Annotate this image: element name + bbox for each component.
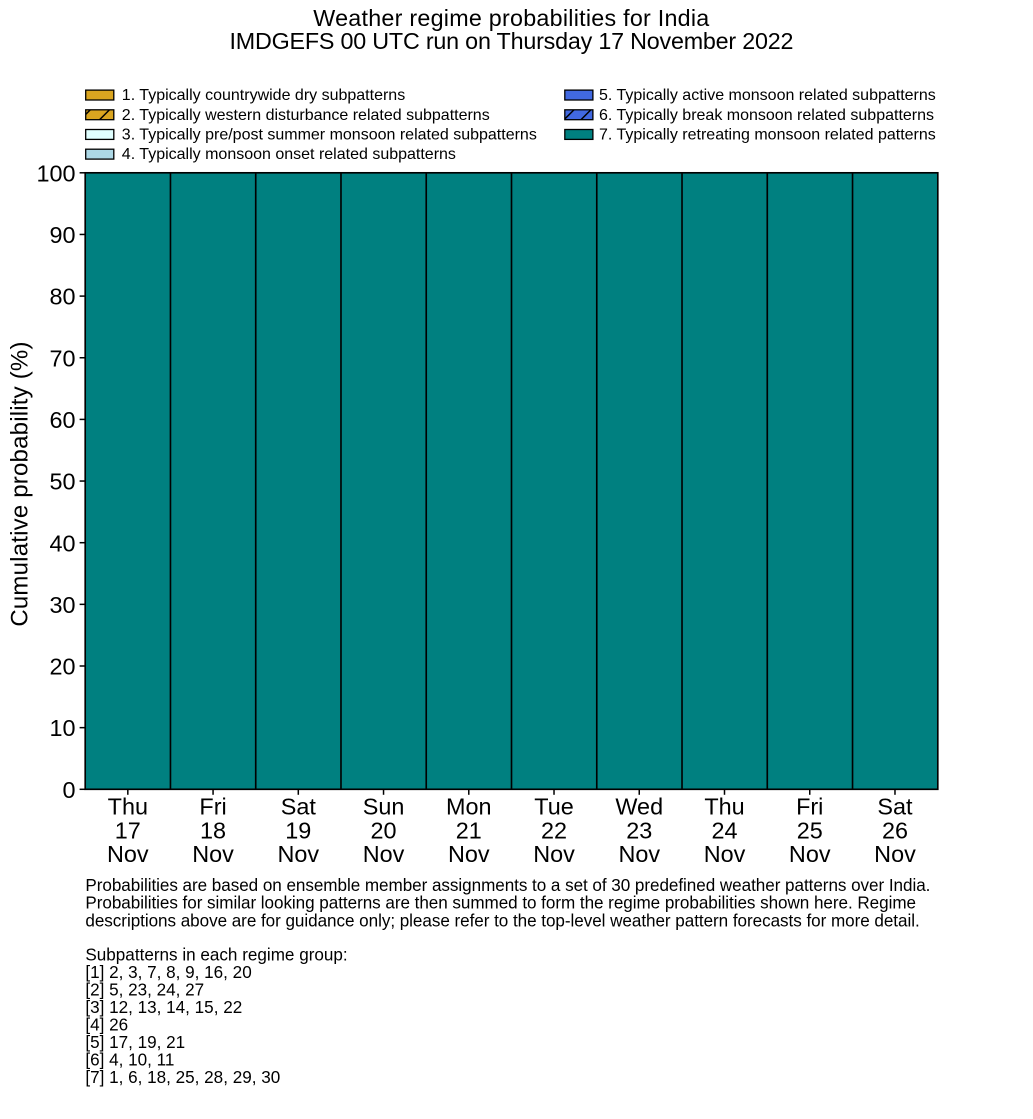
svg-text:5. Typically active monsoon re: 5. Typically active monsoon related subp… — [599, 87, 936, 104]
svg-text:Fri: Fri — [796, 794, 823, 820]
svg-text:20: 20 — [371, 817, 397, 843]
svg-text:22: 22 — [541, 817, 567, 843]
svg-text:Sat: Sat — [877, 794, 913, 820]
svg-text:1. Typically countrywide dry s: 1. Typically countrywide dry subpatterns — [122, 87, 405, 104]
svg-text:Tue: Tue — [534, 794, 573, 820]
svg-text:Nov: Nov — [192, 841, 234, 867]
svg-text:Thu: Thu — [704, 794, 744, 820]
svg-text:Cumulative probability (%): Cumulative probability (%) — [7, 341, 34, 626]
svg-text:Mon: Mon — [446, 794, 492, 820]
svg-text:17: 17 — [115, 817, 141, 843]
svg-text:Nov: Nov — [874, 841, 916, 867]
svg-text:Thu: Thu — [108, 794, 148, 820]
svg-text:[5] 17, 19, 21: [5] 17, 19, 21 — [85, 1033, 185, 1052]
svg-text:Nov: Nov — [789, 841, 831, 867]
svg-text:0: 0 — [62, 777, 75, 803]
svg-text:Nov: Nov — [704, 841, 746, 867]
svg-text:Weather regime probabilities f: Weather regime probabilities for India — [313, 5, 709, 31]
svg-text:[6] 4, 10, 11: [6] 4, 10, 11 — [85, 1051, 174, 1070]
svg-text:21: 21 — [456, 817, 482, 843]
svg-text:[4] 26: [4] 26 — [85, 1016, 128, 1035]
svg-text:Sun: Sun — [363, 794, 405, 820]
svg-text:Sat: Sat — [281, 794, 317, 820]
svg-text:19: 19 — [285, 817, 311, 843]
svg-text:Nov: Nov — [107, 841, 149, 867]
svg-text:60: 60 — [49, 407, 75, 433]
svg-text:Fri: Fri — [199, 794, 226, 820]
svg-text:20: 20 — [49, 654, 75, 680]
svg-text:70: 70 — [49, 345, 75, 371]
svg-text:Probabilities are based on ens: Probabilities are based on ensemble memb… — [85, 876, 930, 895]
svg-text:2. Typically western disturban: 2. Typically western disturbance related… — [122, 107, 490, 124]
svg-text:6. Typically break monsoon rel: 6. Typically break monsoon related subpa… — [599, 107, 934, 124]
svg-text:Nov: Nov — [277, 841, 319, 867]
svg-text:50: 50 — [49, 469, 75, 495]
svg-text:26: 26 — [882, 817, 908, 843]
svg-text:100: 100 — [36, 160, 75, 186]
svg-text:80: 80 — [49, 284, 75, 310]
svg-text:30: 30 — [49, 592, 75, 618]
svg-text:4. Typically monsoon onset rel: 4. Typically monsoon onset related subpa… — [122, 146, 456, 163]
svg-text:[2] 5, 23, 24, 27: [2] 5, 23, 24, 27 — [85, 981, 204, 1000]
svg-text:23: 23 — [626, 817, 652, 843]
svg-text:90: 90 — [49, 222, 75, 248]
svg-text:3. Typically pre/post summer m: 3. Typically pre/post summer monsoon rel… — [122, 127, 537, 144]
svg-text:18: 18 — [200, 817, 226, 843]
svg-text:Nov: Nov — [363, 841, 405, 867]
svg-text:10: 10 — [49, 715, 75, 741]
svg-text:Subpatterns in each regime gro: Subpatterns in each regime group: — [85, 946, 347, 965]
svg-text:Nov: Nov — [618, 841, 660, 867]
svg-text:[1] 2, 3, 7, 8, 9, 16, 20: [1] 2, 3, 7, 8, 9, 16, 20 — [85, 963, 251, 982]
svg-text:40: 40 — [49, 530, 75, 556]
svg-text:25: 25 — [797, 817, 823, 843]
svg-text:[7] 1, 6, 18, 25, 28, 29, 30: [7] 1, 6, 18, 25, 28, 29, 30 — [85, 1068, 280, 1087]
svg-text:[3] 12, 13, 14, 15, 22: [3] 12, 13, 14, 15, 22 — [85, 998, 242, 1017]
svg-text:Wed: Wed — [615, 794, 663, 820]
svg-text:Nov: Nov — [448, 841, 490, 867]
svg-text:descriptions above are for gui: descriptions above are for guidance only… — [85, 912, 919, 931]
svg-text:Nov: Nov — [533, 841, 575, 867]
svg-text:7. Typically retreating monsoo: 7. Typically retreating monsoon related … — [599, 127, 936, 144]
svg-text:Probabilities for similar look: Probabilities for similar looking patter… — [85, 894, 916, 913]
svg-text:24: 24 — [711, 817, 737, 843]
svg-text:IMDGEFS 00 UTC run on Thursday: IMDGEFS 00 UTC run on Thursday 17 Novemb… — [230, 28, 794, 54]
